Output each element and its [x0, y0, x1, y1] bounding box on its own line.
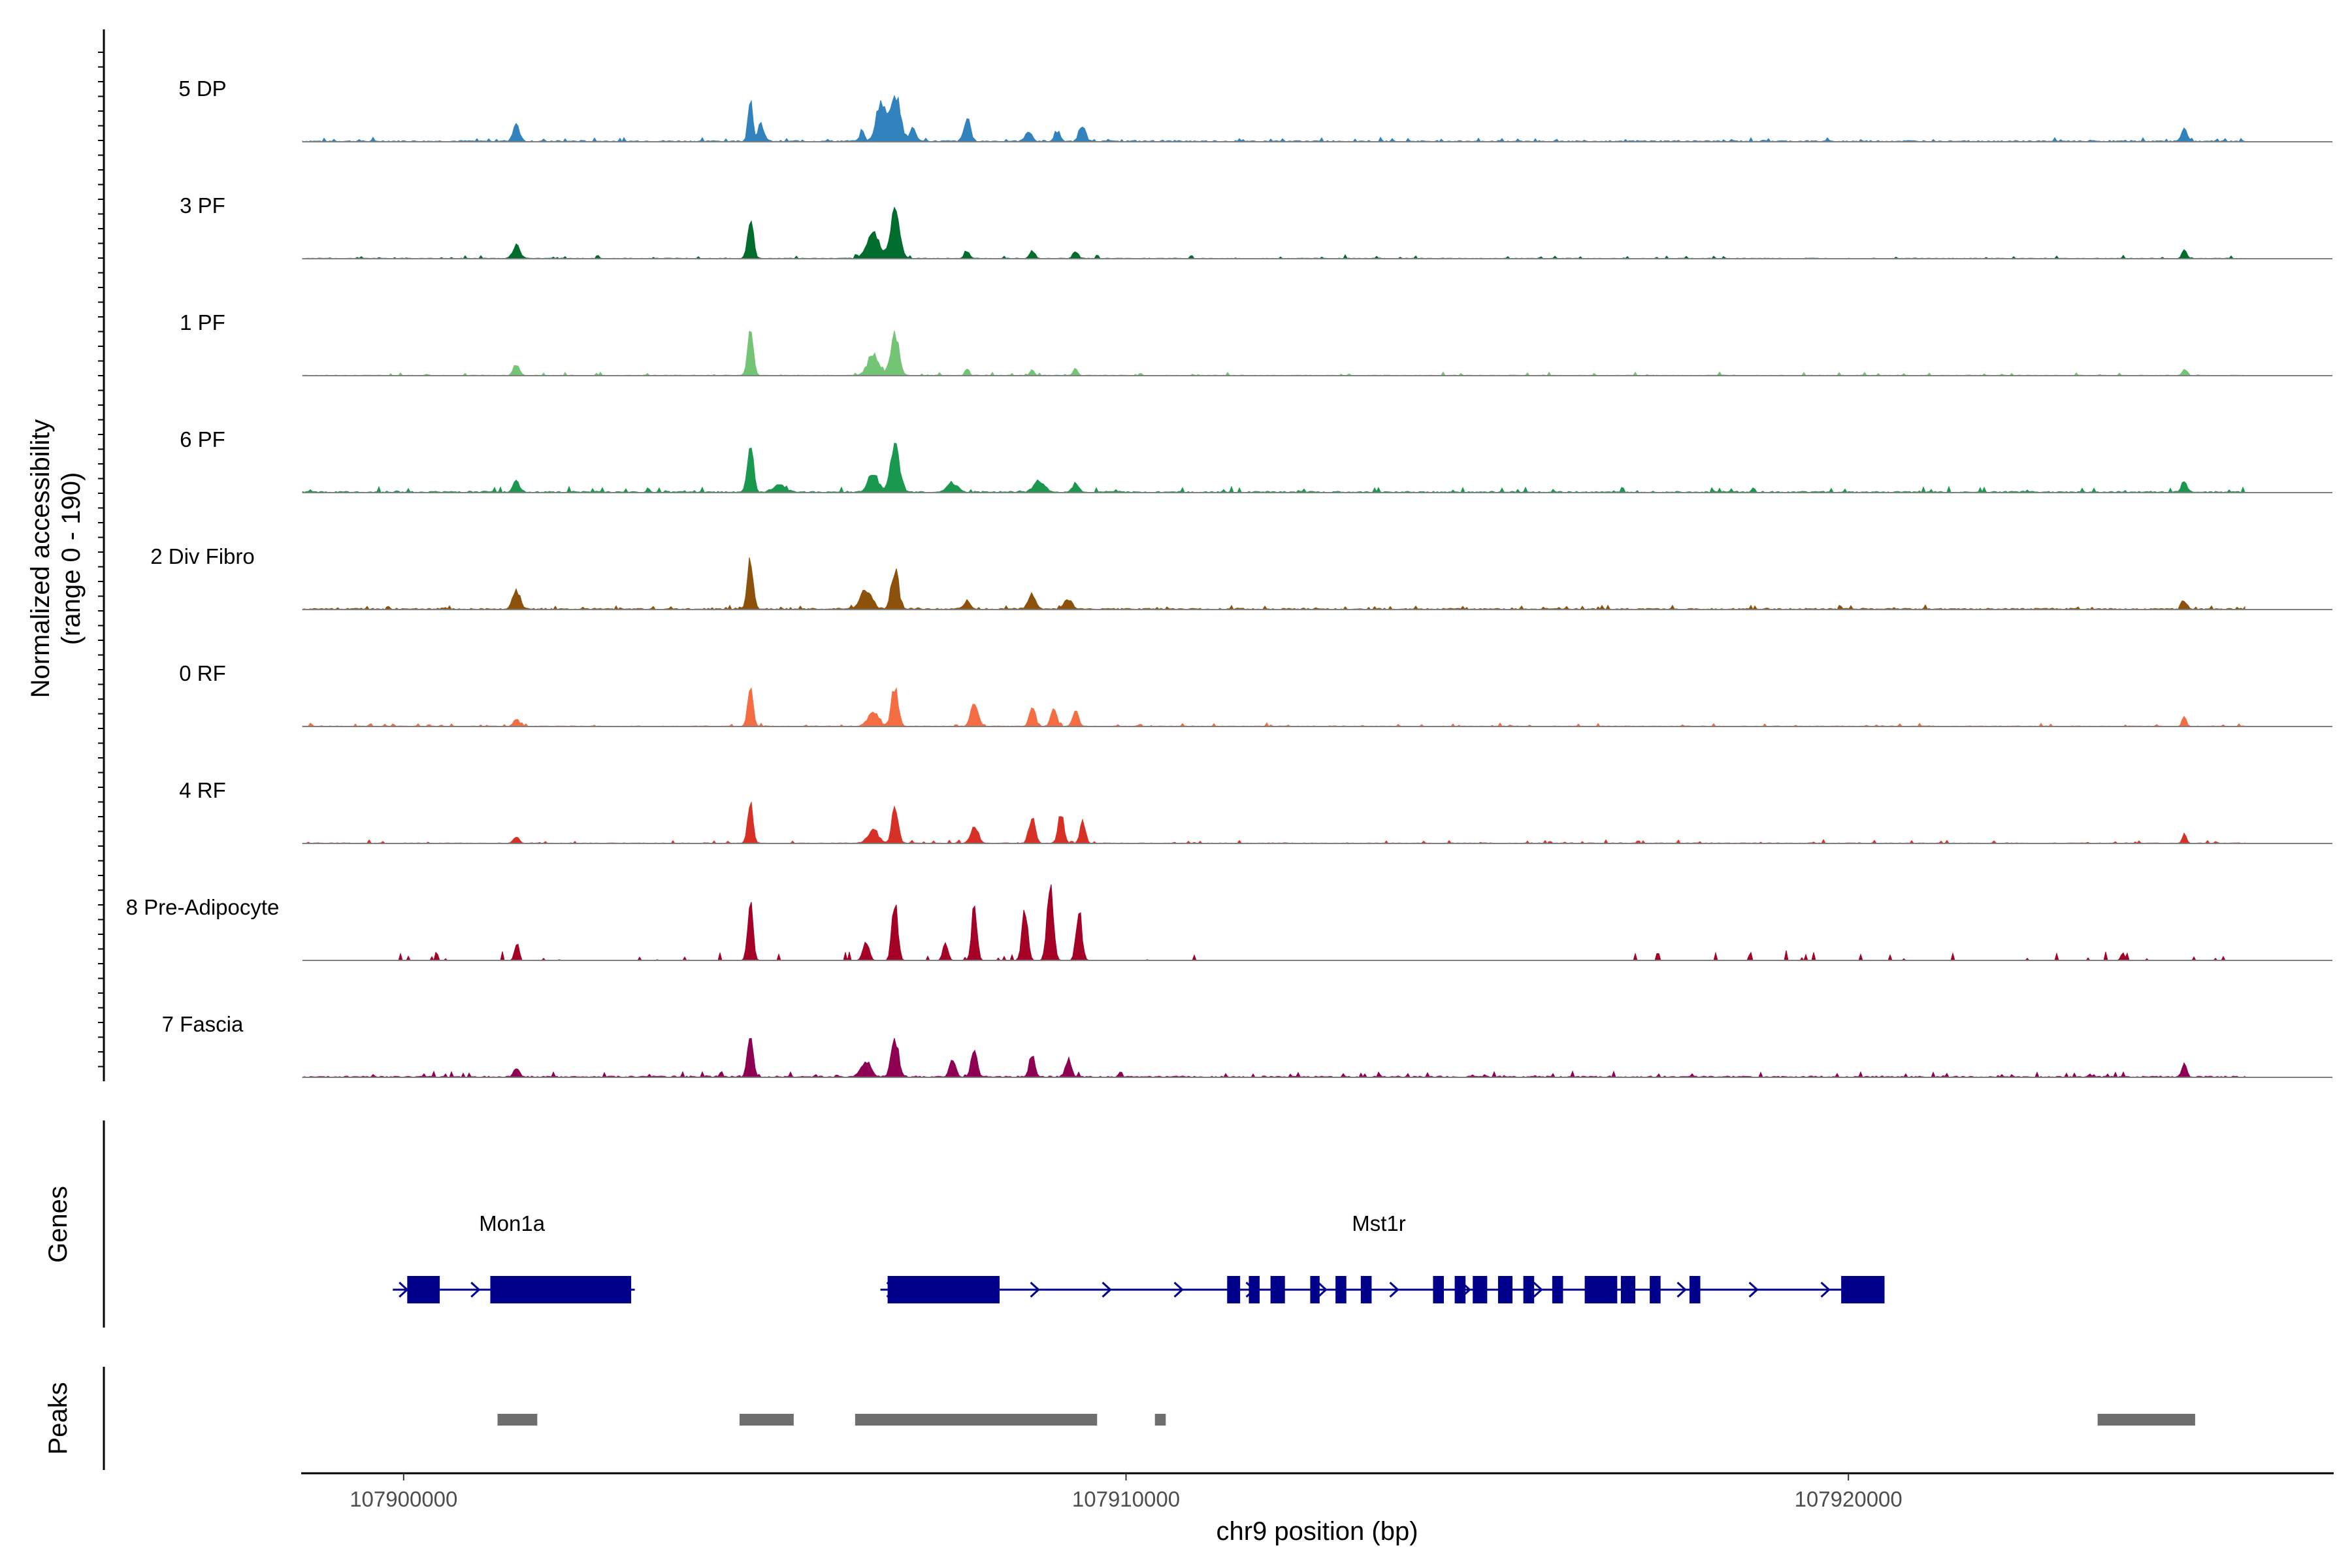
track-5: 0 RF: [179, 661, 2332, 727]
strand-arrow: [1173, 1281, 1184, 1298]
y-axis-label: Normalized accessibility (range 0 - 190): [26, 419, 86, 698]
coverage-area: [302, 94, 2246, 143]
strand-arrow: [399, 1281, 409, 1298]
coverage-area: [302, 687, 2246, 727]
strand-arrow: [1030, 1281, 1040, 1298]
coverage-area: [302, 1037, 2246, 1078]
gene-track: Mon1a Mst1r: [393, 1211, 1885, 1303]
gene-mst1r: Mst1r: [880, 1211, 1885, 1303]
exon: [1523, 1276, 1535, 1303]
exon: [1227, 1276, 1241, 1303]
track-label: 4 RF: [179, 778, 226, 802]
track-label: 7 Fascia: [162, 1012, 244, 1036]
peaks-panel-label: Peaks: [44, 1382, 73, 1454]
exon: [1454, 1276, 1466, 1303]
y-axis-label-line1: Normalized accessibility: [26, 419, 55, 698]
track-label: 0 RF: [179, 661, 226, 685]
x-tick-label: 107910000: [1072, 1487, 1180, 1511]
peak-track: [497, 1414, 2195, 1426]
gene-label: Mon1a: [479, 1211, 546, 1235]
coverage-area: [302, 206, 2246, 259]
strand-arrow: [1317, 1281, 1328, 1298]
peak-region: [497, 1414, 538, 1426]
strand-arrow: [1820, 1281, 1831, 1298]
strand-arrow: [470, 1281, 481, 1298]
track-3: 6 PF: [180, 427, 2332, 493]
strand-arrow: [1102, 1281, 1112, 1298]
x-axis-ticks: 107900000 107910000 107920000: [350, 1473, 1903, 1511]
track-6: 4 RF: [179, 778, 2332, 844]
x-tick-label: 107900000: [350, 1487, 457, 1511]
peak-region: [855, 1414, 1098, 1426]
strand-arrow: [1676, 1281, 1687, 1298]
coverage-area: [302, 331, 2246, 376]
exon: [1689, 1276, 1701, 1303]
coverage-area: [302, 802, 2246, 844]
exon: [1841, 1276, 1885, 1303]
exon: [1433, 1276, 1444, 1303]
exon: [1270, 1276, 1285, 1303]
exon: [490, 1276, 632, 1303]
y-axis-ticks: [98, 52, 104, 1068]
peak-region: [1154, 1414, 1166, 1426]
coverage-tracks: 5 DP 3 PF 1 PF 6 PF 2 Div Fibro 0 RF 4 RF 8 Pre…: [126, 76, 2332, 1078]
track-label: 6 PF: [180, 427, 225, 451]
track-7: 8 Pre-Adipocyte: [126, 884, 2332, 962]
peak-region: [739, 1414, 794, 1426]
peak-region: [2097, 1414, 2195, 1426]
track-label: 1 PF: [180, 310, 225, 335]
track-0: 5 DP: [178, 76, 2332, 143]
exon: [887, 1276, 1000, 1303]
x-tick-label: 107920000: [1795, 1487, 1903, 1511]
gene-mon1a: Mon1a: [393, 1211, 635, 1303]
track-4: 2 Div Fibro: [150, 544, 2332, 610]
coverage-area: [302, 557, 2246, 610]
exon: [1620, 1276, 1636, 1303]
strand-arrow: [1389, 1281, 1399, 1298]
exon: [1360, 1276, 1372, 1303]
coverage-area: [302, 442, 2246, 493]
strand-arrow: [1748, 1281, 1759, 1298]
exon: [1497, 1276, 1513, 1303]
gene-label: Mst1r: [1352, 1211, 1406, 1235]
exon: [1552, 1276, 1563, 1303]
track-2: 1 PF: [180, 310, 2332, 376]
track-label: 8 Pre-Adipocyte: [126, 895, 280, 919]
track-1: 3 PF: [180, 193, 2332, 259]
exon: [1584, 1276, 1618, 1303]
track-label: 5 DP: [178, 76, 226, 101]
track-label: 2 Div Fibro: [150, 544, 255, 568]
strand-arrow: [1533, 1281, 1543, 1298]
exon: [1310, 1276, 1320, 1303]
exon: [407, 1276, 440, 1303]
coverage-area: [302, 884, 2245, 962]
x-axis-label: chr9 position (bp): [1216, 1517, 1418, 1546]
exon: [1335, 1276, 1347, 1303]
exon: [1473, 1276, 1488, 1303]
genes-panel-label: Genes: [44, 1186, 73, 1263]
y-axis-label-line2: (range 0 - 190): [57, 472, 86, 645]
exon: [1650, 1276, 1661, 1303]
track-label: 3 PF: [180, 193, 225, 218]
exon: [1249, 1276, 1260, 1303]
track-8: 7 Fascia: [162, 1012, 2332, 1078]
